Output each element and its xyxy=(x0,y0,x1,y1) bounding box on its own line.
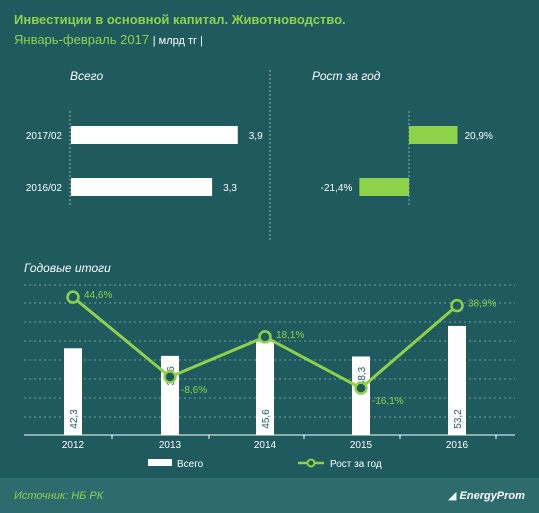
growth-bar xyxy=(359,178,409,196)
growth-bar xyxy=(409,126,458,144)
growth-point-label: 44,6% xyxy=(84,290,112,301)
growth-point-label: -16,1% xyxy=(372,396,404,407)
annual-bar xyxy=(352,356,370,435)
annual-bar-label: 42,3 xyxy=(69,409,80,429)
annual-bar-label: 38,3 xyxy=(357,366,368,386)
brand-mark-icon: ◢ xyxy=(448,490,460,502)
row-label: 2017/02 xyxy=(26,131,63,142)
subtitle-period: Январь-февраль 2017 xyxy=(14,32,150,47)
units-label: | млрд тг | xyxy=(152,35,203,47)
row-label: 2016/02 xyxy=(26,183,63,194)
growth-bar-label: -21,4% xyxy=(321,183,353,194)
total-bar xyxy=(71,126,238,144)
brand-name: EnergyProm xyxy=(459,490,525,502)
section-title-annual: Годовые итоги xyxy=(24,261,111,275)
legend-bar-swatch xyxy=(148,459,172,466)
section-title-total: Всего xyxy=(70,69,103,83)
growth-point-label: 38,9% xyxy=(468,299,496,310)
total-bar-label: 3,9 xyxy=(249,131,263,142)
annual-bar xyxy=(64,348,82,435)
annual-bar xyxy=(256,341,274,435)
x-tick-label: 2012 xyxy=(62,440,85,451)
total-bar-label: 3,3 xyxy=(223,183,237,194)
growth-point xyxy=(450,298,464,313)
footer-band xyxy=(0,478,539,513)
growth-point xyxy=(163,370,177,384)
growth-point-label: 18,1% xyxy=(276,330,304,341)
x-tick-label: 2014 xyxy=(254,440,277,451)
annual-bar xyxy=(448,325,466,435)
growth-point xyxy=(354,381,368,395)
growth-point-label: -8,6% xyxy=(181,385,207,396)
growth-point xyxy=(66,290,80,304)
annual-bar-label: 53,2 xyxy=(453,409,464,429)
x-tick-label: 2016 xyxy=(446,440,469,451)
x-tick-label: 2013 xyxy=(159,440,182,451)
legend-bar-label: Всего xyxy=(177,459,204,470)
total-bar xyxy=(71,178,213,196)
x-tick-label: 2015 xyxy=(350,440,373,451)
chart-title: Инвестиции в основной капитал. Животново… xyxy=(14,12,346,27)
section-title-growth: Рост за год xyxy=(312,69,381,83)
annual-bar-label: 45,6 xyxy=(261,409,272,429)
growth-point xyxy=(258,330,272,344)
brand-logo: ◢ EnergyProm xyxy=(448,489,525,502)
source-note: Источник: НБ РК xyxy=(14,490,104,502)
chart-subtitle: Январь-февраль 2017 | млрд тг | xyxy=(14,32,203,47)
legend-line-label: Рост за год xyxy=(330,459,382,470)
growth-bar-label: 20,9% xyxy=(464,131,492,142)
legend-line-marker xyxy=(306,458,316,468)
